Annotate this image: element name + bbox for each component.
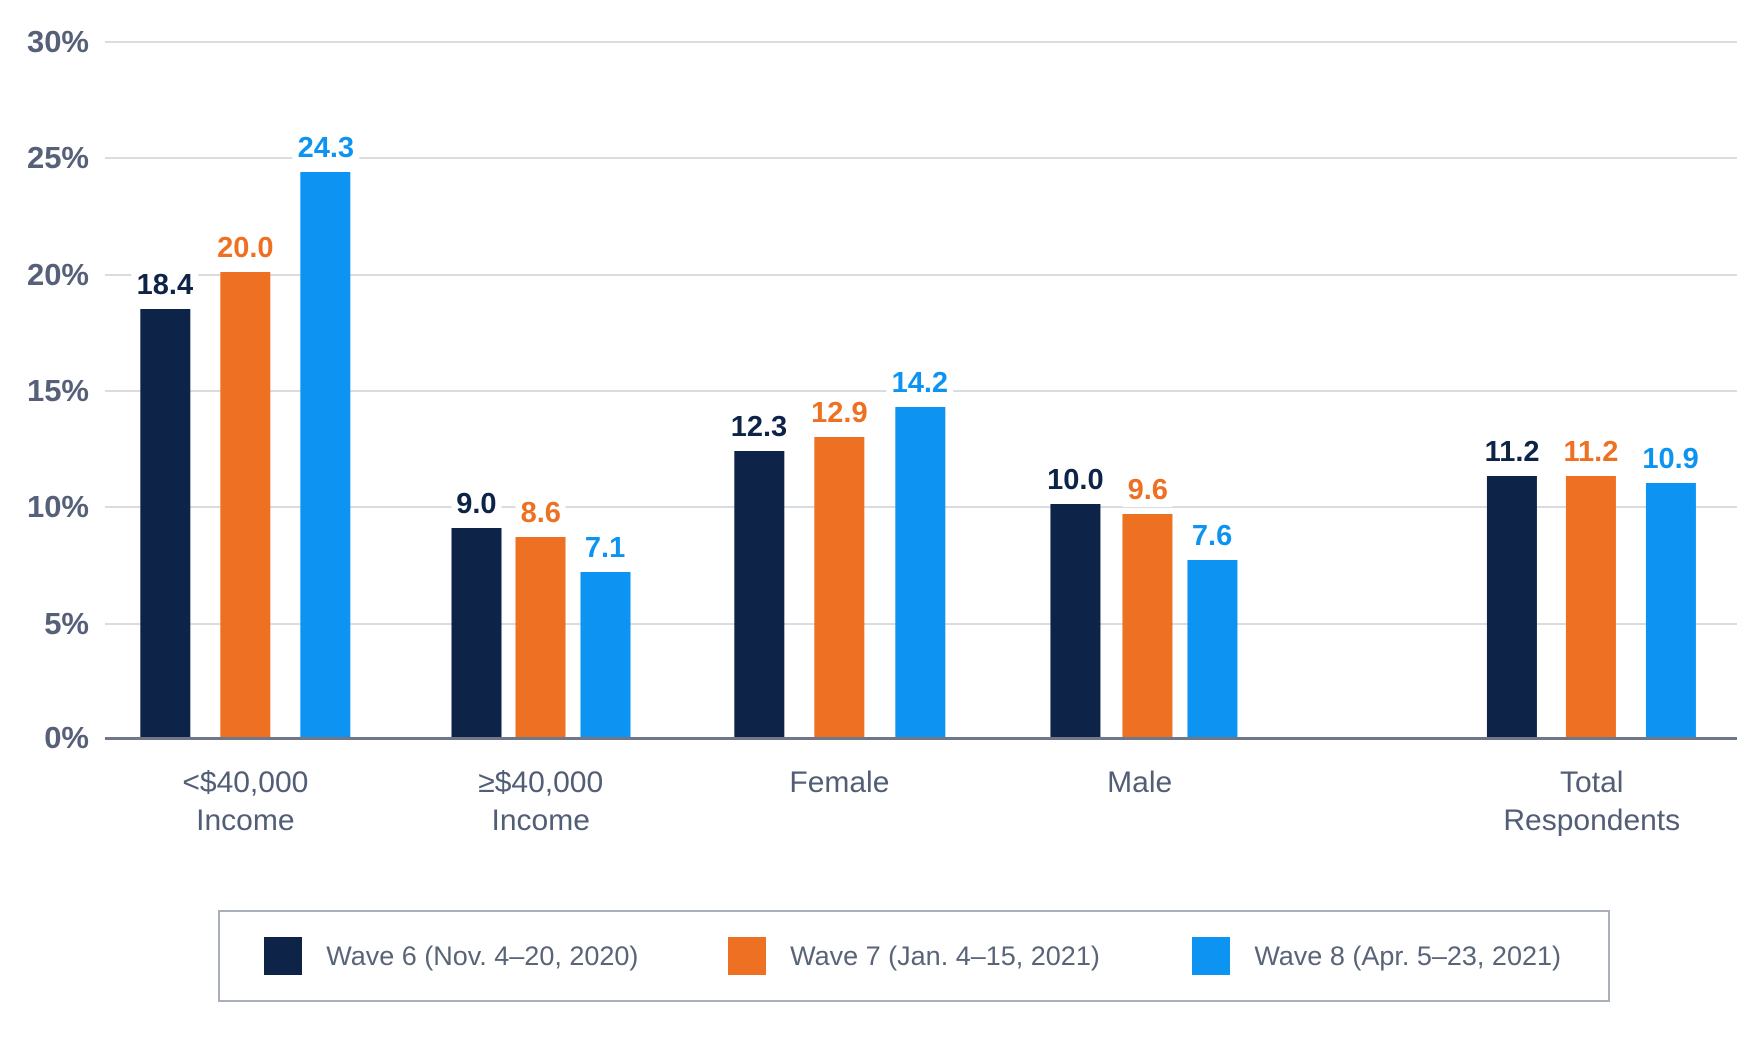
legend: Wave 6 (Nov. 4–20, 2020) Wave 7 (Jan. 4–… — [218, 910, 1610, 1002]
bar-column: 8.6 — [515, 496, 566, 737]
legend-label-wave8: Wave 8 (Apr. 5–23, 2021) — [1254, 940, 1561, 971]
bar-value-label: 18.4 — [131, 268, 199, 302]
bar — [733, 451, 784, 737]
y-tick-label: 25% — [26, 140, 89, 176]
bar-value-label: 12.9 — [806, 396, 873, 430]
bar — [220, 272, 271, 737]
gridline: 20% — [27, 257, 1737, 292]
category-label: Total Respondents — [1503, 766, 1681, 837]
bar — [580, 572, 631, 737]
bar — [1050, 504, 1101, 737]
category-label: ≥$40,000 Income — [478, 766, 604, 837]
bar — [1122, 514, 1173, 737]
legend-label-wave6: Wave 6 (Nov. 4–20, 2020) — [326, 940, 639, 971]
bar-value-label: 20.0 — [212, 231, 279, 265]
y-tick-label: 10% — [26, 489, 89, 525]
bar-value-label: 12.3 — [725, 410, 793, 444]
gridline: 25% — [27, 140, 1737, 175]
bar — [814, 437, 865, 737]
bar-column: 9.0 — [451, 487, 502, 737]
bar-column: 10.0 — [1042, 463, 1109, 737]
bar-value-label: 11.2 — [1558, 435, 1624, 469]
legend-label-wave7: Wave 7 (Jan. 4–15, 2021) — [790, 940, 1100, 971]
bar-column: 7.6 — [1186, 519, 1238, 737]
bar — [139, 309, 190, 737]
wave6-swatch-icon — [264, 937, 303, 975]
gridline: 30% — [27, 24, 1737, 59]
bar — [894, 407, 945, 737]
bar-value-label: 11.2 — [1479, 435, 1545, 469]
y-tick-label: 5% — [44, 605, 89, 641]
bar-group: 9.0 8.6 7.1 — [451, 487, 631, 737]
legend-item-wave7: Wave 7 (Jan. 4–15, 2021) — [683, 937, 1146, 975]
y-tick-label: 15% — [26, 373, 89, 408]
category-label: Female — [789, 766, 890, 799]
plot-area: 0% 5% 10% 15% 20% 25% 30% 18.4 20.0 24.3 <$40,000 … — [27, 24, 1737, 837]
bar-value-label: 24.3 — [292, 131, 360, 165]
y-tick-label: 20% — [26, 256, 89, 292]
bar-value-label: 9.0 — [451, 487, 502, 521]
bar-group: 11.2 11.2 10.9 — [1479, 435, 1704, 737]
bar-column: 14.2 — [886, 366, 954, 737]
bar-value-label: 10.9 — [1637, 442, 1704, 476]
bar — [1645, 483, 1696, 737]
x-axis-baseline: 0% — [44, 720, 1737, 755]
bar-column: 20.0 — [212, 231, 279, 737]
bar-column: 7.1 — [579, 531, 631, 737]
bar — [1187, 560, 1238, 737]
bar-column: 12.9 — [806, 396, 873, 737]
bar-column: 9.6 — [1122, 473, 1173, 737]
bar-value-label: 14.2 — [886, 366, 954, 400]
category-label: <$40,000 Income — [182, 766, 309, 837]
y-tick-label: 30% — [26, 24, 89, 59]
bar-group: 10.0 9.6 7.6 — [1042, 463, 1238, 737]
bar — [451, 528, 502, 737]
bar — [1487, 476, 1538, 737]
bar-value-label: 7.1 — [579, 531, 631, 565]
bar-group: 12.3 12.9 14.2 — [725, 366, 954, 737]
bar-column: 24.3 — [292, 131, 360, 737]
bar-column: 11.2 — [1558, 435, 1624, 737]
bar-column: 11.2 — [1479, 435, 1545, 737]
bar — [300, 172, 351, 737]
bar-column: 18.4 — [131, 268, 199, 737]
wave8-swatch-icon — [1192, 937, 1231, 975]
bar-value-label: 8.6 — [515, 496, 566, 530]
bar — [515, 537, 566, 737]
bar-value-label: 10.0 — [1042, 463, 1109, 497]
y-tick-label: 0% — [44, 720, 89, 755]
bar-value-label: 9.6 — [1122, 473, 1173, 507]
bar-column: 10.9 — [1637, 442, 1704, 737]
bar-column: 12.3 — [725, 410, 793, 737]
bar — [1565, 476, 1616, 737]
bar-group: 18.4 20.0 24.3 — [131, 131, 360, 737]
legend-item-wave6: Wave 6 (Nov. 4–20, 2020) — [220, 937, 683, 975]
legend-item-wave8: Wave 8 (Apr. 5–23, 2021) — [1145, 937, 1608, 975]
category-label: Male — [1107, 766, 1173, 799]
bar-value-label: 7.6 — [1186, 519, 1238, 553]
wave7-swatch-icon — [728, 937, 767, 975]
